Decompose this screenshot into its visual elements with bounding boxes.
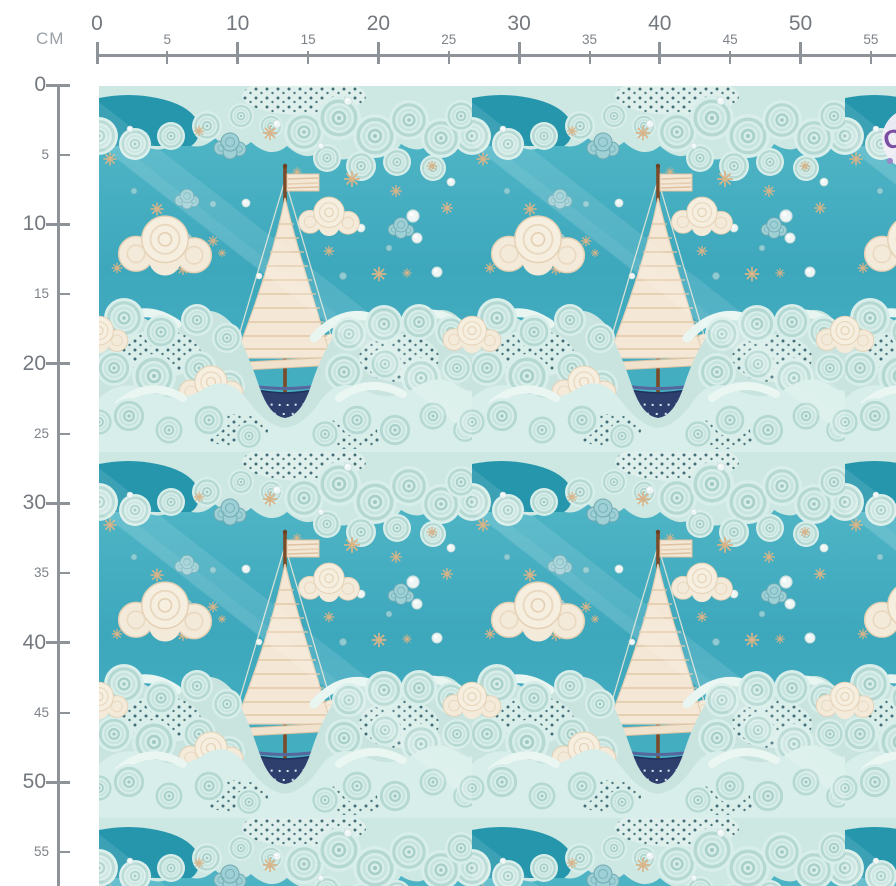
ruler-tick <box>57 432 70 435</box>
ruler-horizontal-line <box>97 54 896 57</box>
ruler-tick-label: 50 <box>22 770 46 794</box>
ruler-tick <box>57 153 70 156</box>
ruler-tick-label: 5 <box>41 146 49 162</box>
ruler-tick <box>447 51 450 64</box>
ruler-tick <box>57 851 70 853</box>
ruler-tick <box>46 780 70 784</box>
ruler-tick <box>46 222 70 226</box>
fabric-pattern-fill <box>99 86 896 886</box>
ruler-tick <box>517 42 521 64</box>
ruler-vertical-line <box>57 85 60 886</box>
ruler-tick <box>57 572 70 575</box>
ruler-tick-label: 35 <box>33 565 49 581</box>
ruler-tick-label: 55 <box>863 32 879 47</box>
ruler-tick <box>376 42 380 64</box>
unit-label: CM <box>36 29 65 48</box>
ruler-tick-label: 20 <box>22 351 46 375</box>
ruler-tick-label: 0 <box>34 73 46 96</box>
ruler-tick <box>57 293 70 296</box>
ruler-tick <box>799 42 802 64</box>
ruler-tick-label: 15 <box>33 286 49 302</box>
ruler-tick <box>307 51 310 64</box>
ruler-tick <box>95 42 99 64</box>
ruler-tick <box>869 51 872 64</box>
ruler-tick-label: 45 <box>33 704 49 720</box>
ruler-tick-label: 25 <box>33 425 49 441</box>
ruler-tick-label: 15 <box>300 32 316 47</box>
ruler-tick-label: 30 <box>507 12 531 35</box>
watermark-badge: C <box>880 113 896 165</box>
ruler-tick-label: 20 <box>366 12 391 35</box>
ruler-tick-label: 0 <box>91 12 103 35</box>
ruler-tick <box>588 51 591 64</box>
ruler-tick <box>729 51 732 64</box>
ruler-tick-label: 55 <box>33 844 49 859</box>
ruler-tick-label: 10 <box>226 12 250 35</box>
ruler-tick <box>166 51 169 64</box>
fabric-pattern-swatch: C <box>99 86 896 886</box>
ruler-tick <box>46 83 70 87</box>
ruler-tick <box>46 501 70 505</box>
ruler-tick <box>46 641 70 645</box>
ruler-tick-label: 30 <box>22 491 46 515</box>
ruler-tick-label: 40 <box>648 12 672 35</box>
ruler-tick <box>57 711 70 714</box>
ruler-tick-label: 45 <box>722 32 738 47</box>
ruler-tick-label: 40 <box>22 630 46 654</box>
ruler-tick <box>46 362 70 366</box>
ruler-tick-label: 10 <box>22 212 46 236</box>
ruler-tick <box>658 42 662 64</box>
ruler-tick-label: 25 <box>441 32 457 47</box>
ruler-tick-label: 50 <box>788 12 813 35</box>
ruler-tick <box>236 42 240 64</box>
ruler-tick-label: 5 <box>163 32 172 47</box>
ruler-tick-label: 35 <box>581 32 598 47</box>
